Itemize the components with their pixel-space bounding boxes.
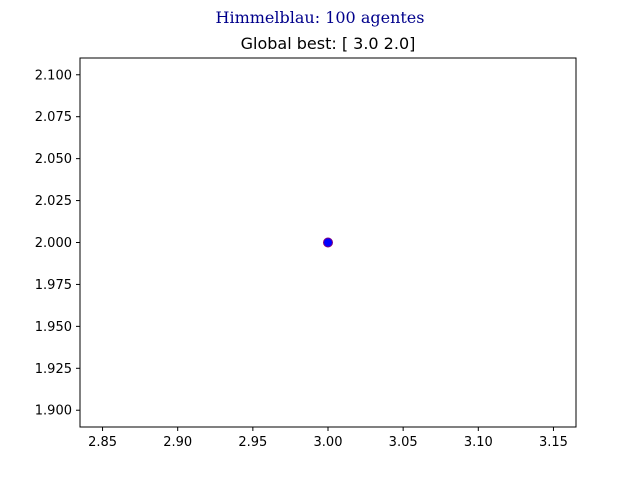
y-tick-label: 2.050: [35, 152, 72, 167]
y-tick-label: 1.925: [35, 362, 72, 377]
y-axis: 1.900 1.925 1.950 1.975 2.000 2.025 2.050 2.075…: [35, 68, 80, 419]
x-tick-label: 3.10: [464, 435, 493, 450]
x-tick-label: 2.95: [238, 435, 267, 450]
y-tick-label: 1.950: [35, 320, 72, 335]
y-tick-label: 2.000: [35, 236, 72, 251]
scatter-point: [323, 237, 333, 248]
x-tick-label: 3.05: [389, 435, 418, 450]
x-tick-label: 2.85: [88, 435, 117, 450]
y-tick-label: 2.025: [35, 194, 72, 209]
y-tick-label: 2.075: [35, 110, 72, 125]
y-tick-label: 1.975: [35, 278, 72, 293]
y-tick-label: 1.900: [35, 404, 72, 419]
scatter-series: [323, 237, 333, 248]
x-tick-label: 3.15: [539, 435, 568, 450]
figure-suptitle: Himmelblau: 100 agentes: [216, 8, 425, 27]
x-tick-label: 3.00: [314, 435, 343, 450]
axes-title: Global best: [ 3.0 2.0]: [241, 34, 416, 53]
x-tick-label: 2.90: [163, 435, 192, 450]
x-axis: 2.85 2.90 2.95 3.00 3.05 3.10 3.15: [88, 427, 568, 450]
y-tick-label: 2.100: [35, 68, 72, 83]
